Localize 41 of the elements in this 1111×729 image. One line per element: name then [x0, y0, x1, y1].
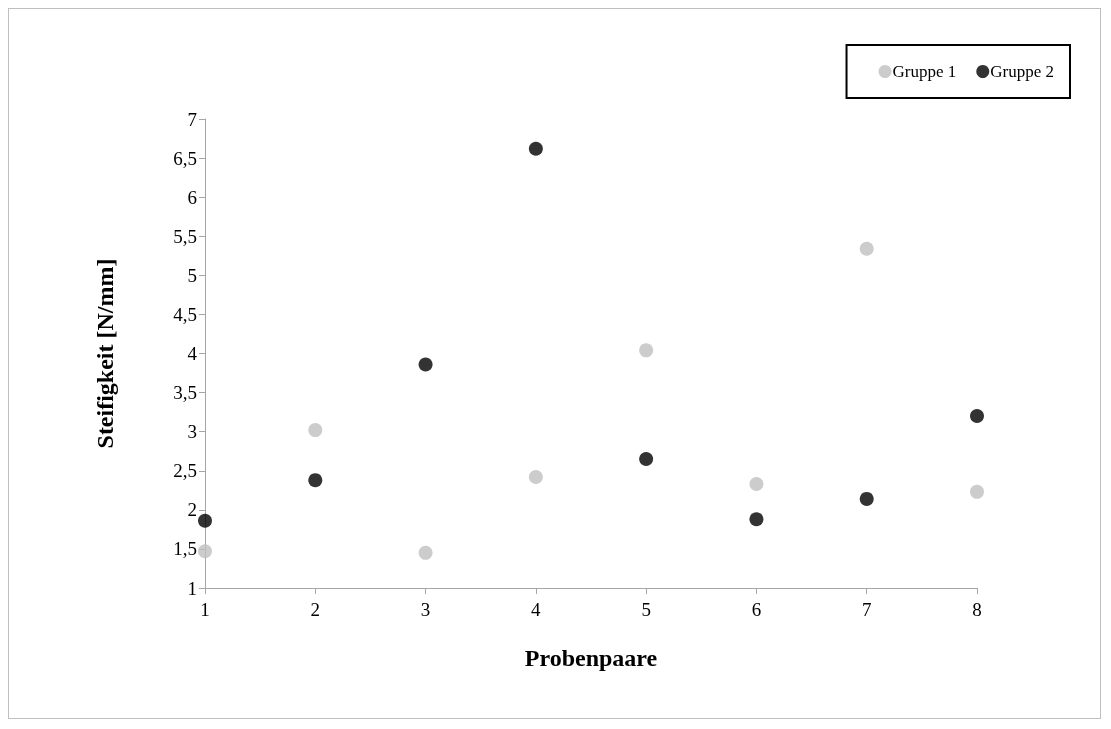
y-tick-label: 1 — [187, 577, 197, 599]
legend-label: Gruppe 2 — [990, 62, 1054, 81]
point — [308, 423, 323, 438]
point — [308, 473, 323, 488]
x-tick-label: 7 — [861, 599, 872, 620]
y-tick-label: 3 — [187, 421, 197, 443]
y-tick-label: 1,5 — [173, 538, 197, 560]
y-tick-label: 4 — [187, 343, 198, 364]
point — [418, 357, 433, 372]
x-tick-label: 4 — [531, 599, 542, 620]
point — [859, 491, 874, 506]
x-axis-title: Probenpaare — [524, 645, 658, 671]
point — [749, 477, 764, 492]
x-tick-label: 1 — [200, 599, 210, 620]
x-tick-label: 2 — [310, 599, 321, 620]
y-tick-label: 2 — [187, 499, 197, 521]
y-axis-title: Steifigkeit [N/mm] — [92, 258, 118, 449]
y-tick-label: 5,5 — [173, 225, 197, 247]
point — [528, 470, 543, 484]
x-tick-label: 6 — [751, 599, 762, 620]
legend-label: Gruppe 1 — [892, 62, 957, 81]
x-tick-label: 3 — [420, 599, 431, 620]
point — [198, 544, 212, 559]
point — [418, 545, 433, 560]
y-tick-label: 4,5 — [173, 303, 197, 325]
point — [970, 409, 984, 424]
y-tick-label: 6,5 — [173, 147, 197, 169]
point — [970, 484, 984, 499]
y-tick-label: 3,5 — [173, 382, 197, 404]
y-tick-label: 5 — [187, 264, 197, 286]
y-tick-label: 7 — [187, 108, 197, 130]
point — [639, 452, 654, 467]
y-tick-label: 6 — [187, 186, 197, 208]
point — [749, 512, 764, 527]
point — [859, 241, 874, 256]
point — [198, 513, 212, 528]
x-tick-label: 8 — [972, 599, 982, 620]
point — [639, 343, 654, 358]
y-tick-label: 2,5 — [173, 460, 197, 482]
point — [528, 141, 543, 156]
x-tick-label: 5 — [641, 599, 651, 620]
